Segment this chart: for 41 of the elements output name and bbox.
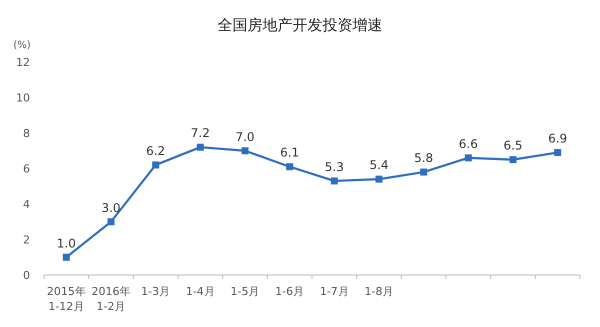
x-tick-label: 1-7月 <box>320 285 349 298</box>
y-tick-label: 4 <box>23 198 30 211</box>
y-axis-title: (%) <box>13 40 31 51</box>
x-tick-label: 1-8月 <box>364 285 394 298</box>
data-label: 6.5 <box>503 138 523 153</box>
y-tick-label: 10 <box>16 92 30 104</box>
point <box>286 163 294 170</box>
point <box>510 156 516 164</box>
point <box>108 218 114 226</box>
data-label: 5.8 <box>414 151 434 166</box>
point <box>464 154 472 162</box>
point <box>196 144 204 151</box>
data-label: 7.2 <box>190 126 210 140</box>
x-tick-label: 1-4月 <box>186 285 215 298</box>
data-label: 6.6 <box>458 136 478 151</box>
y-tick-label: 0 <box>23 269 30 282</box>
data-label: 7.0 <box>235 130 255 144</box>
point <box>62 254 70 261</box>
data-label: 6.2 <box>146 144 166 158</box>
point <box>376 176 382 183</box>
y-tick-label: 6 <box>23 162 30 176</box>
data-label: 5.4 <box>369 158 389 172</box>
y-tick-label: 8 <box>23 127 30 140</box>
data-label: 3.0 <box>101 200 121 215</box>
x-tick-label: 2015年 1-12月 <box>46 285 86 313</box>
point <box>152 161 160 168</box>
data-label: 5.3 <box>324 160 344 174</box>
chart-title: 全国房地产开发投资增速 <box>218 16 382 34</box>
x-tick-label: 2016年 1-2月 <box>92 285 130 313</box>
point <box>420 168 428 176</box>
data-label: 6.9 <box>548 132 568 146</box>
x-tick-label: 1-3月 <box>141 285 170 298</box>
point <box>242 147 248 154</box>
data-label: 1.0 <box>56 236 76 250</box>
y-tick-label: 2 <box>23 234 30 246</box>
x-tick-label: 1-6月 <box>275 285 304 298</box>
point <box>330 177 338 184</box>
x-tick-label: 1-5月 <box>230 285 260 298</box>
point <box>554 149 562 156</box>
y-tick-label: 12 <box>16 56 30 69</box>
data-label: 6.1 <box>280 146 300 160</box>
